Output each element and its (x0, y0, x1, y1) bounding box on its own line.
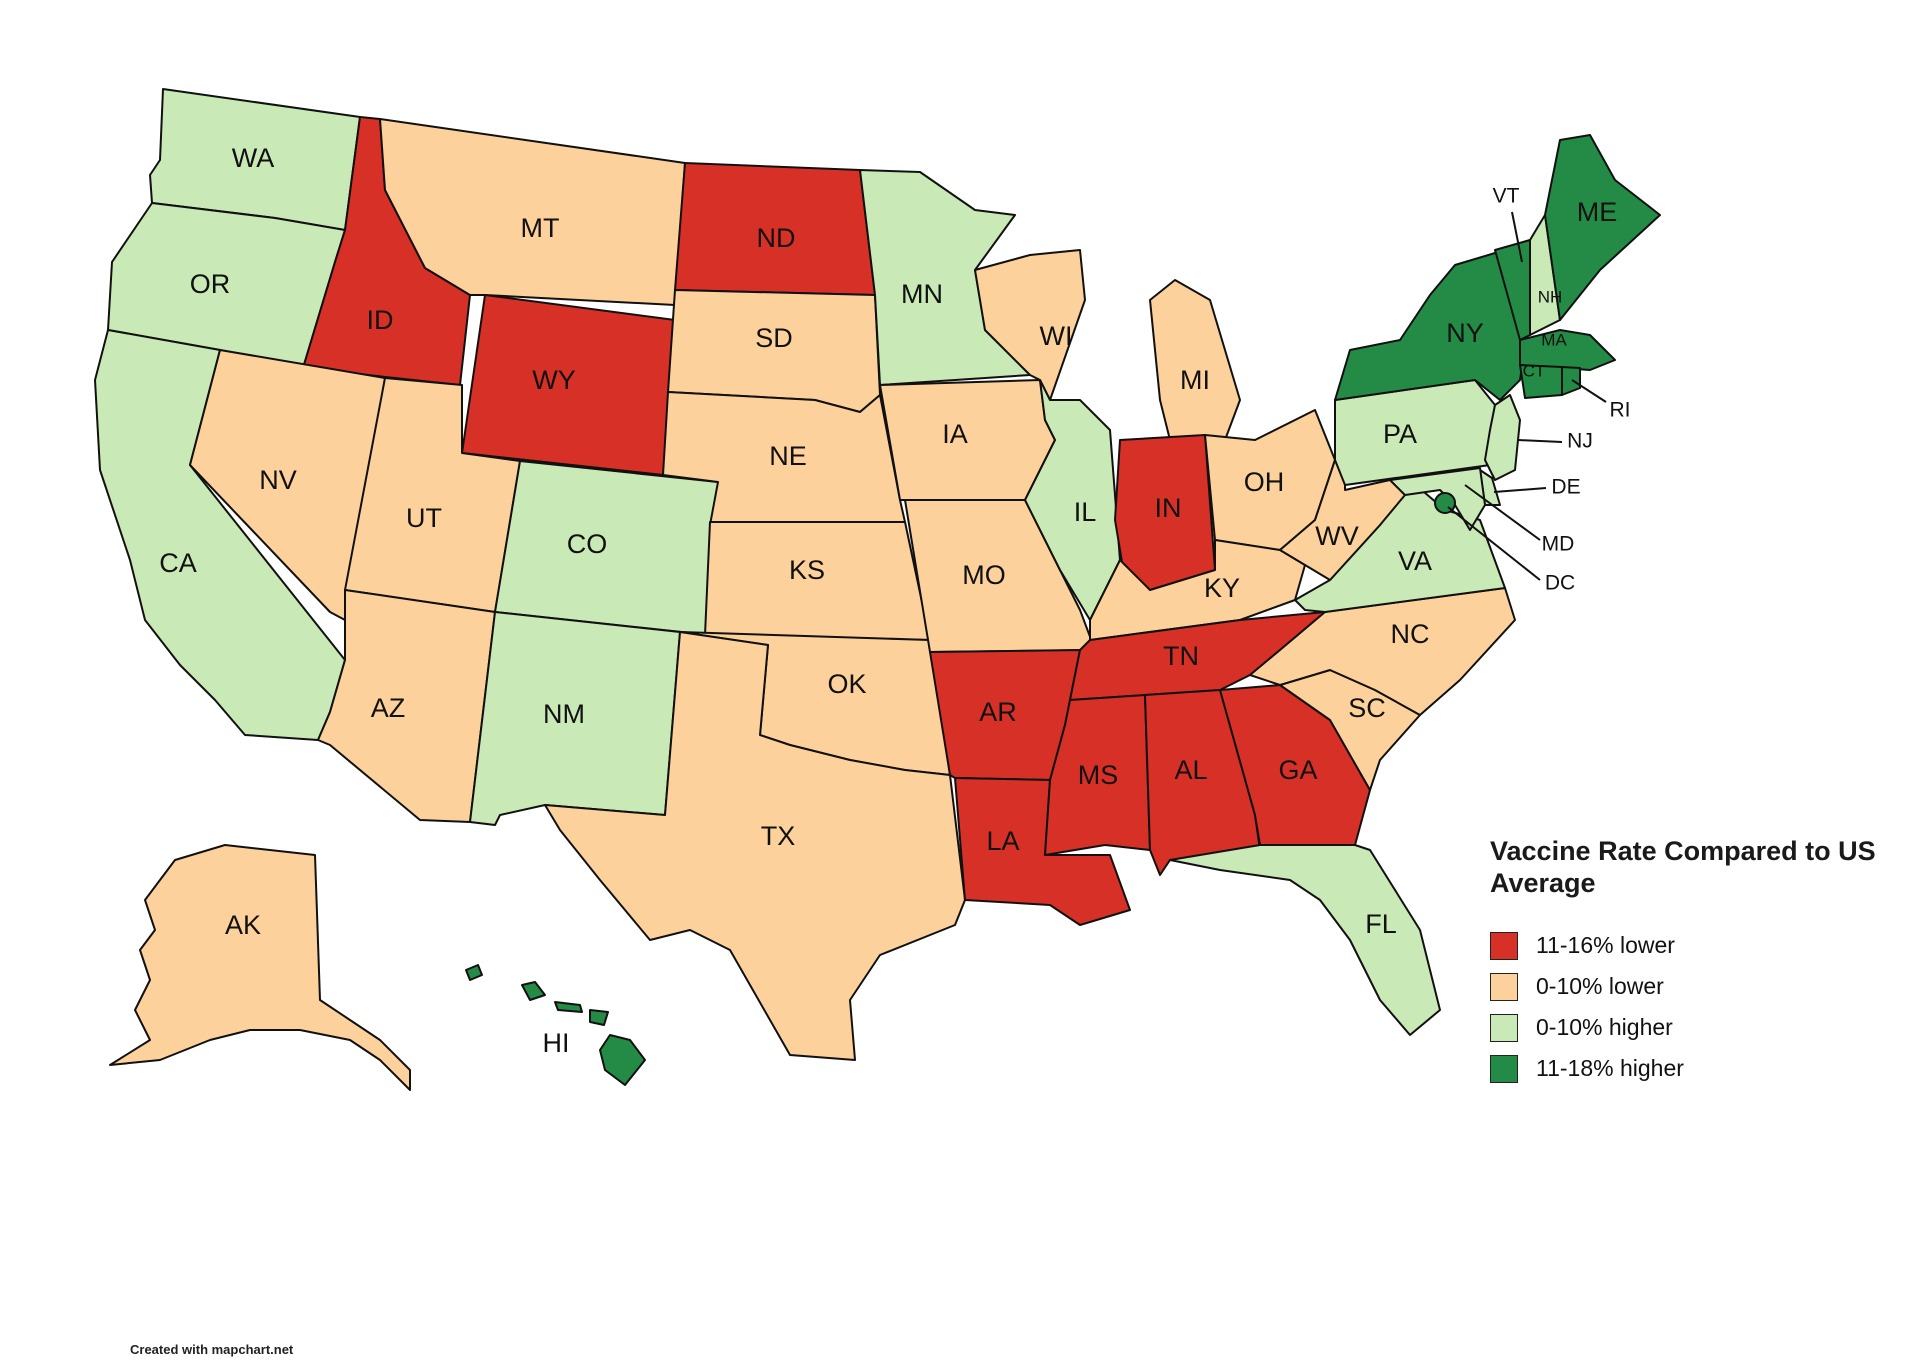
state-label-LA: LA (986, 826, 1019, 856)
state-label-WV: WV (1315, 521, 1359, 551)
leader-DC (1447, 506, 1541, 581)
state-label-WA: WA (232, 143, 275, 173)
state-label-ID: ID (367, 305, 394, 335)
state-label-NM: NM (543, 699, 585, 729)
state-label-MS: MS (1078, 760, 1119, 790)
state-label-CO: CO (567, 529, 608, 559)
state-label-OR: OR (190, 269, 231, 299)
state-label-WY: WY (532, 365, 576, 395)
state-label-AK: AK (225, 910, 261, 940)
state-label-VT: VT (1493, 185, 1520, 208)
state-NY[interactable] (1334, 249, 1526, 401)
legend-item-lower-11-16: 11-16% lower (1490, 925, 1890, 966)
legend-label: 11-16% lower (1536, 932, 1675, 958)
state-label-FL: FL (1365, 909, 1397, 939)
state-label-DC: DC (1545, 572, 1575, 595)
state-label-MT: MT (521, 213, 560, 243)
state-label-NV: NV (259, 465, 297, 495)
state-label-OK: OK (827, 669, 866, 699)
legend-item-higher-11-18: 11-18% higher (1490, 1048, 1890, 1089)
leader-MD (1464, 484, 1541, 541)
legend-swatch (1490, 1054, 1518, 1083)
state-NJ[interactable] (1484, 394, 1521, 481)
state-label-IA: IA (942, 419, 968, 449)
legend-label: 11-18% higher (1536, 1055, 1684, 1081)
footer-credit: Created with mapchart.net (130, 1342, 294, 1357)
state-ME[interactable] (1544, 134, 1661, 321)
state-label-SD: SD (755, 323, 793, 353)
state-HI[interactable] (465, 964, 646, 1086)
state-label-NY: NY (1446, 318, 1484, 348)
state-label-AL: AL (1174, 755, 1207, 785)
legend-swatch (1490, 1013, 1518, 1042)
state-label-SC: SC (1348, 693, 1386, 723)
state-label-TX: TX (761, 821, 796, 851)
state-label-UT: UT (406, 503, 442, 533)
legend-item-lower-0-10: 0-10% lower (1490, 966, 1890, 1007)
leader-RI (1571, 379, 1607, 403)
state-label-MO: MO (962, 560, 1006, 590)
state-NV[interactable] (189, 349, 386, 621)
state-label-PA: PA (1383, 419, 1417, 449)
state-label-MA: MA (1541, 330, 1567, 349)
state-TX[interactable] (544, 631, 966, 1061)
state-label-ME: ME (1577, 197, 1618, 227)
state-RI[interactable] (1561, 366, 1581, 396)
state-label-WI: WI (1040, 321, 1073, 351)
state-label-GA: GA (1278, 755, 1317, 785)
state-label-MD: MD (1542, 533, 1575, 556)
legend-swatch (1490, 931, 1518, 960)
state-label-IL: IL (1074, 497, 1097, 527)
state-label-AR: AR (979, 697, 1017, 727)
state-label-NH: NH (1538, 287, 1563, 306)
leader-VT (1511, 211, 1523, 263)
legend-swatch (1490, 972, 1518, 1001)
state-label-DE: DE (1551, 476, 1580, 499)
state-label-MN: MN (901, 279, 943, 309)
state-label-IN: IN (1155, 493, 1182, 523)
state-MI[interactable] (1149, 279, 1241, 441)
state-NC[interactable] (1249, 587, 1516, 716)
state-label-NE: NE (769, 441, 807, 471)
state-AZ[interactable] (317, 589, 496, 823)
state-label-MI: MI (1180, 365, 1210, 395)
state-label-RI: RI (1610, 399, 1631, 422)
legend: Vaccine Rate Compared to US Average 11-1… (1490, 835, 1890, 1089)
legend-label: 0-10% lower (1536, 973, 1664, 999)
state-label-NJ: NJ (1567, 430, 1593, 453)
state-label-KY: KY (1204, 573, 1240, 603)
state-label-HI: HI (543, 1028, 570, 1058)
state-label-CA: CA (159, 548, 197, 578)
leader-DE (1493, 487, 1547, 493)
state-AK[interactable] (109, 844, 411, 1091)
state-label-NC: NC (1391, 619, 1430, 649)
legend-title: Vaccine Rate Compared to US Average (1490, 836, 1876, 898)
state-label-KS: KS (789, 555, 825, 585)
state-label-AZ: AZ (371, 693, 406, 723)
state-NE[interactable] (662, 391, 906, 526)
leader-NJ (1517, 439, 1563, 443)
state-label-TN: TN (1163, 641, 1199, 671)
state-label-OH: OH (1244, 467, 1285, 497)
state-FL[interactable] (1169, 844, 1441, 1036)
state-label-ND: ND (757, 223, 796, 253)
state-label-CT: CT (1523, 361, 1546, 380)
state-CA[interactable] (94, 329, 346, 741)
legend-label: 0-10% higher (1536, 1014, 1673, 1040)
state-label-VA: VA (1398, 546, 1432, 576)
legend-item-higher-0-10: 0-10% higher (1490, 1007, 1890, 1048)
